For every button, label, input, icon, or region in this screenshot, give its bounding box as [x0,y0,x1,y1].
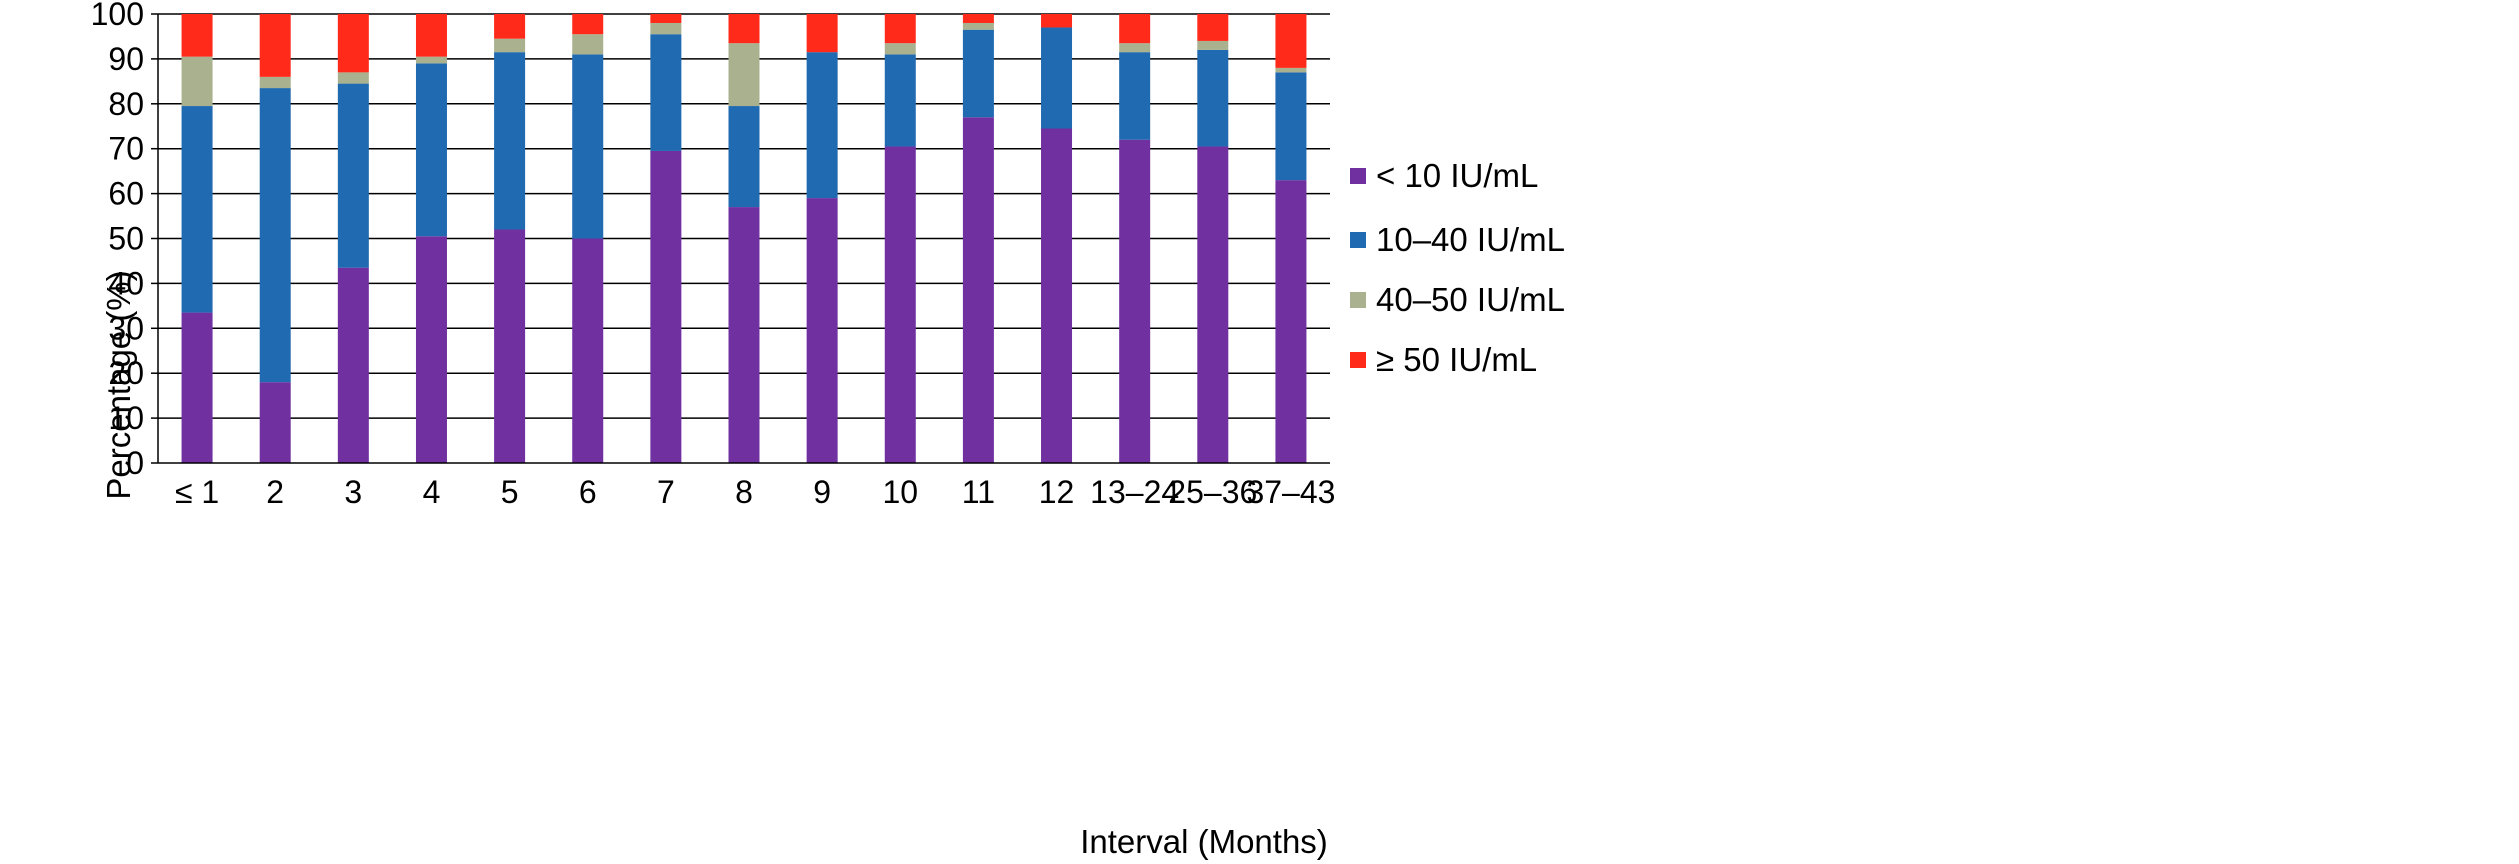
bar-segment-series-1 [728,207,760,463]
x-tick-label: 12 [1039,474,1075,510]
y-tick-label: 90 [108,41,144,77]
x-tick-label: 11 [962,474,995,510]
y-tick-label: 50 [108,221,144,257]
bar-segment-series-1 [962,117,994,464]
bar-segment-series-4 [728,14,760,44]
x-tick-label: 13–24 [1090,474,1179,510]
y-tick-label: 20 [108,355,144,391]
bar-segment-series-1 [806,198,838,463]
bar-segment-series-4 [259,14,291,77]
y-tick-label: 60 [108,176,144,212]
legend-label: < 10 IU/mL [1376,157,1538,194]
x-tick-label: 6 [579,474,597,510]
legend-swatch [1350,168,1366,184]
axes: 0 10 20 30 40 50 60 70 80 90 100 ≤ 1 2 3 4 5 6 7 8 9 10 11 12 1… [91,0,1336,510]
bar-segment-series-2 [650,34,682,151]
x-tick-label: 8 [735,474,753,510]
bar-segment-series-3 [572,34,604,55]
bar-segment-series-4 [806,14,838,53]
bar-segment-series-2 [1197,49,1229,147]
bar-segment-series-2 [728,106,760,208]
x-tick-label: 37–43 [1246,474,1335,510]
bar-segment-series-1 [494,229,526,463]
x-tick-label: 10 [882,474,918,510]
y-axis-title: Percentage (%) [100,270,137,499]
x-tick-label: 4 [423,474,441,510]
bar-segment-series-1 [181,312,213,463]
bar-segment-series-2 [884,54,916,147]
bar-segment-series-4 [650,14,682,23]
bar-segment-series-2 [1119,52,1151,140]
bar-segment-series-2 [1275,72,1307,181]
bar-segment-series-2 [181,106,213,313]
bar-segment-series-2 [259,88,291,383]
bar-segment-series-1 [650,150,682,463]
bar-segment-series-3 [415,56,447,64]
bar-segment-series-2 [572,54,604,239]
legend-label: ≥ 50 IU/mL [1376,341,1537,378]
bar-segment-series-3 [494,38,526,53]
bar-segment-series-3 [1275,67,1307,73]
bar-segment-series-3 [962,22,994,30]
y-tick-label: 30 [108,310,144,346]
x-tick-label: 5 [501,474,519,510]
bar-segment-series-4 [572,14,604,35]
y-tick-label: 80 [108,86,144,122]
bar-segment-series-3 [728,43,760,107]
bar-segment-series-3 [884,43,916,55]
bar-segment-series-3 [337,72,369,84]
bar-segment-series-4 [1197,14,1229,41]
bar-segment-series-4 [1041,14,1073,28]
bar-segment-series-1 [1041,128,1073,463]
bar-segment-series-4 [494,14,526,39]
x-tick-label: ≤ 1 [175,474,219,510]
bar-segment-series-3 [650,22,682,35]
bar-segment-series-1 [1119,139,1151,463]
bar-segment-series-2 [962,29,994,118]
y-tick-label: 40 [108,265,144,301]
bar-segment-series-1 [1197,146,1229,463]
bar-segment-series-4 [1275,14,1307,68]
bar-segment-series-4 [884,14,916,44]
legend-swatch [1350,292,1366,308]
x-tick-label: 2 [266,474,284,510]
bar-segment-series-4 [1119,14,1151,44]
bar-segment-series-3 [1197,40,1229,50]
legend: < 10 IU/mL 10–40 IU/mL 40–50 IU/mL ≥ 50 IU/… [1350,157,1565,378]
legend-label: 40–50 IU/mL [1376,281,1565,318]
bar-segment-series-2 [494,52,526,230]
bar-segment-series-1 [1275,180,1307,463]
bar-segment-series-4 [415,14,447,57]
bars [181,14,1307,464]
y-tick-label: 0 [126,445,144,481]
legend-swatch [1350,232,1366,248]
bar-segment-series-1 [259,382,291,463]
x-tick-label: 7 [657,474,675,510]
bar-segment-series-1 [337,267,369,463]
legend-swatch [1350,352,1366,368]
y-tick-label: 10 [108,400,144,436]
bar-segment-series-1 [884,146,916,463]
bar-segment-series-2 [415,63,447,237]
x-tick-label: 9 [813,474,831,510]
bar-segment-series-2 [337,83,369,268]
bar-segment-series-3 [1119,43,1151,53]
bar-segment-series-4 [337,14,369,73]
bar-segment-series-1 [415,236,447,463]
bar-segment-series-3 [259,76,291,89]
bar-segment-series-4 [181,14,213,57]
y-tick-label: 70 [108,131,144,167]
legend-label: 10–40 IU/mL [1376,221,1565,258]
x-tick-label: 3 [344,474,362,510]
y-tick-label: 100 [91,0,144,32]
bar-segment-series-4 [962,14,994,23]
x-axis-title: Interval (Months) [1080,823,1328,860]
bar-segment-series-1 [572,238,604,463]
x-tick-label: 25–36 [1168,474,1257,510]
bar-segment-series-3 [181,56,213,107]
bar-segment-series-2 [1041,27,1073,129]
bar-segment-series-2 [806,52,838,199]
